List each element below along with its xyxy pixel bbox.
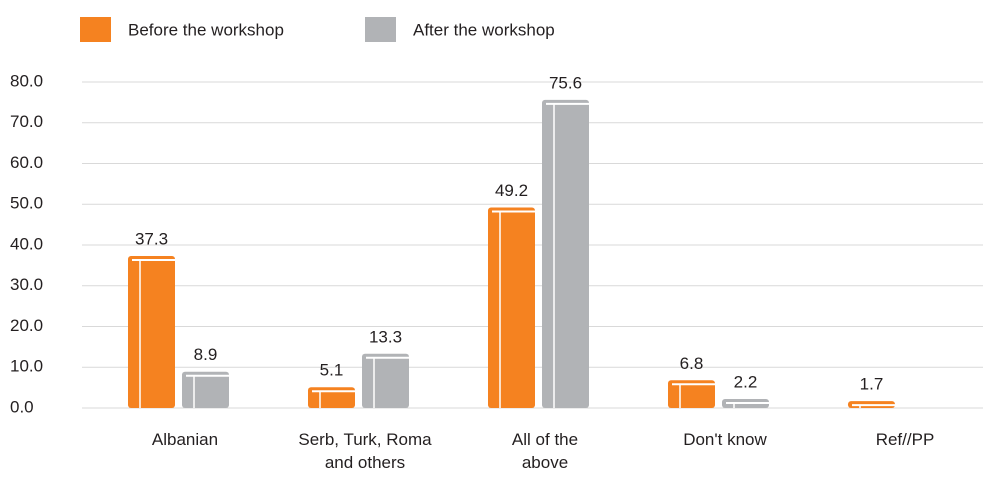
y-tick-label: 60.0	[10, 153, 43, 172]
data-label: 6.8	[680, 354, 704, 373]
legend-swatch	[80, 17, 111, 42]
data-label: 1.7	[860, 375, 884, 394]
x-tick-label: Albanian	[151, 430, 219, 449]
data-label: 5.1	[320, 361, 344, 380]
legend-label: After the workshop	[413, 20, 555, 39]
y-tick-label: 40.0	[10, 234, 43, 253]
data-label: 49.2	[495, 181, 528, 200]
y-tick-label: 10.0	[10, 357, 43, 376]
x-tick-label: Ref//PP	[875, 430, 935, 449]
data-label: 37.3	[135, 229, 168, 248]
data-label: 75.6	[549, 73, 582, 92]
x-tick-label: All of the above	[511, 430, 579, 472]
y-tick-label: 20.0	[10, 316, 43, 335]
data-label: 13.3	[369, 327, 402, 346]
y-tick-label: 50.0	[10, 194, 43, 213]
bar	[182, 371, 229, 408]
bar	[362, 353, 409, 408]
y-tick-label: 0.0	[10, 397, 34, 416]
x-tick-label: Don't know	[683, 430, 767, 449]
bar	[542, 99, 589, 409]
x-tick-label: Serb, Turk, Roma and others	[298, 430, 432, 472]
y-tick-label: 70.0	[10, 112, 43, 131]
y-tick-label: 30.0	[10, 275, 43, 294]
data-label: 2.2	[734, 373, 758, 392]
legend-swatch	[365, 17, 396, 42]
bar	[128, 256, 175, 408]
bar	[488, 207, 535, 408]
legend-label: Before the workshop	[128, 20, 284, 39]
data-label: 8.9	[194, 345, 218, 364]
y-tick-label: 80.0	[10, 71, 43, 90]
